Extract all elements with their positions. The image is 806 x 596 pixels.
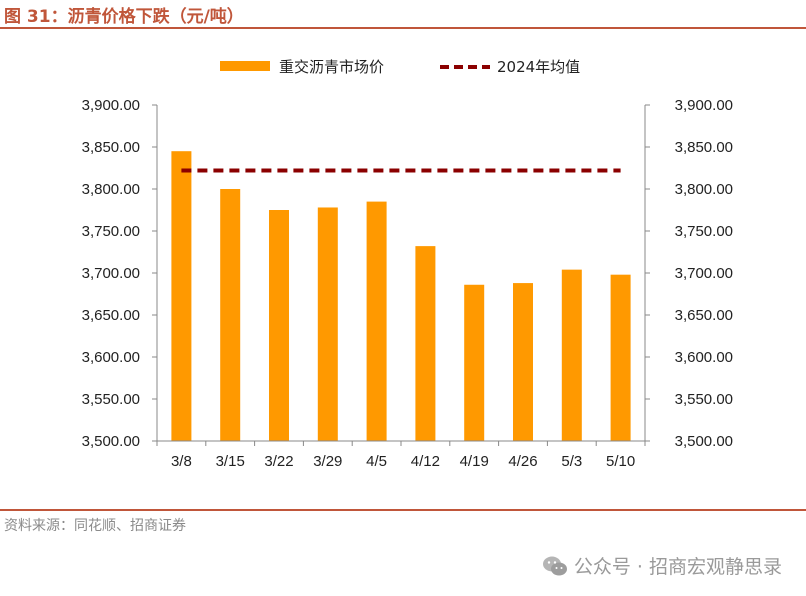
y2-tick-label: 3,700.00 [675, 265, 733, 282]
y2-tick-label: 3,900.00 [675, 97, 733, 114]
bar-series [171, 151, 631, 441]
y-tick-label: 3,850.00 [82, 139, 140, 156]
bar-4-26 [513, 283, 533, 441]
watermark-text: 公众号 · 招商宏观静思录 [573, 556, 782, 578]
legend-bar-label: 重交沥青市场价 [279, 58, 384, 76]
bar-3-29 [317, 207, 338, 441]
x-tick-label: 5/3 [561, 453, 582, 470]
x-tick-label: 5/10 [606, 453, 635, 470]
y-tick-label: 3,550.00 [82, 391, 140, 408]
bottom-divider [0, 509, 806, 511]
bar-5-3 [561, 269, 582, 441]
x-tick-label: 3/29 [313, 453, 342, 470]
bar-5-10 [610, 274, 631, 441]
y-tick-label: 3,750.00 [82, 223, 140, 240]
x-tick-label: 3/15 [216, 453, 245, 470]
chart-legend: 重交沥青市场价 2024年均值 [220, 58, 580, 76]
wechat-icon [542, 556, 567, 575]
x-tick-label: 4/12 [411, 453, 440, 470]
bar-4-5 [366, 201, 387, 441]
x-tick-label: 4/26 [508, 453, 537, 470]
y2-tick-label: 3,800.00 [675, 181, 733, 198]
bar-chart: 重交沥青市场价 2024年均值 3,500.00 3,550.00 3,600.00… [82, 58, 733, 470]
bar-3-8 [171, 151, 192, 441]
y2-tick-label: 3,600.00 [675, 349, 733, 366]
y-tick-label: 3,800.00 [82, 181, 140, 198]
y-tick-label: 3,650.00 [82, 307, 140, 324]
y-tick-label: 3,500.00 [82, 433, 140, 450]
legend-line-label: 2024年均值 [497, 58, 580, 76]
y-tick-label: 3,600.00 [82, 349, 140, 366]
figure-title: 图 31：沥青价格下跌（元/吨） [4, 7, 244, 27]
y-tick-label: 3,900.00 [82, 97, 140, 114]
y2-tick-label: 3,500.00 [675, 433, 733, 450]
y2-tick-label: 3,850.00 [675, 139, 733, 156]
x-tick-label: 3/8 [171, 453, 192, 470]
bar-3-22 [269, 210, 289, 441]
source-note: 资料来源：同花顺、招商证券 [4, 518, 186, 534]
x-axis: 3/8 3/15 3/22 3/29 4/5 4/12 4/19 4/26 5/3 5/10 [156, 440, 646, 470]
legend-bar-swatch [220, 61, 270, 71]
bar-4-19 [464, 284, 485, 441]
y-tick-label: 3,700.00 [82, 265, 140, 282]
top-divider [0, 27, 806, 29]
bar-3-15 [220, 189, 241, 441]
watermark: 公众号 · 招商宏观静思录 [542, 552, 782, 579]
x-tick-label: 4/19 [460, 453, 489, 470]
x-tick-label: 4/5 [366, 453, 387, 470]
y2-tick-label: 3,750.00 [675, 223, 733, 240]
y2-tick-label: 3,550.00 [675, 391, 733, 408]
bar-4-12 [415, 246, 436, 441]
x-tick-label: 3/22 [264, 453, 293, 470]
y2-tick-label: 3,650.00 [675, 307, 733, 324]
right-y-axis: 3,500.00 3,550.00 3,600.00 3,650.00 3,700.00… [644, 97, 733, 450]
left-y-axis: 3,500.00 3,550.00 3,600.00 3,650.00 3,700.00… [82, 97, 158, 450]
